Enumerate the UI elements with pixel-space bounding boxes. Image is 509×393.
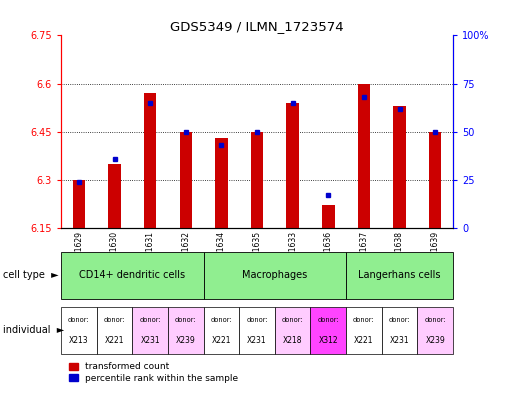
Bar xyxy=(144,93,156,228)
Bar xyxy=(168,307,204,354)
Bar xyxy=(204,252,346,299)
Text: X239: X239 xyxy=(176,336,195,345)
Bar xyxy=(287,103,299,228)
Bar xyxy=(239,307,275,354)
Text: donor:: donor: xyxy=(139,317,161,323)
Bar xyxy=(358,84,370,228)
Text: X221: X221 xyxy=(212,336,231,345)
Text: donor:: donor: xyxy=(318,317,339,323)
Text: donor:: donor: xyxy=(68,317,90,323)
Bar xyxy=(429,132,441,228)
Text: individual  ►: individual ► xyxy=(3,325,64,335)
Text: Langerhans cells: Langerhans cells xyxy=(358,270,441,280)
Bar xyxy=(346,307,382,354)
Text: X231: X231 xyxy=(390,336,409,345)
Text: X231: X231 xyxy=(247,336,267,345)
Text: donor:: donor: xyxy=(425,317,446,323)
Bar xyxy=(346,252,453,299)
Text: donor:: donor: xyxy=(389,317,410,323)
Bar xyxy=(97,307,132,354)
Text: X213: X213 xyxy=(69,336,89,345)
Text: X231: X231 xyxy=(140,336,160,345)
Text: X239: X239 xyxy=(426,336,445,345)
Bar xyxy=(204,307,239,354)
Bar xyxy=(73,180,85,228)
Text: CD14+ dendritic cells: CD14+ dendritic cells xyxy=(79,270,185,280)
Text: Macrophages: Macrophages xyxy=(242,270,307,280)
Text: X312: X312 xyxy=(319,336,338,345)
Bar xyxy=(61,307,97,354)
Text: donor:: donor: xyxy=(175,317,196,323)
Bar xyxy=(61,252,204,299)
Text: X218: X218 xyxy=(283,336,302,345)
Text: donor:: donor: xyxy=(211,317,232,323)
Bar xyxy=(417,307,453,354)
Legend: transformed count, percentile rank within the sample: transformed count, percentile rank withi… xyxy=(66,358,242,387)
Text: donor:: donor: xyxy=(104,317,125,323)
Bar xyxy=(275,307,310,354)
Text: donor:: donor: xyxy=(353,317,375,323)
Bar xyxy=(322,206,334,228)
Title: GDS5349 / ILMN_1723574: GDS5349 / ILMN_1723574 xyxy=(170,20,344,33)
Bar xyxy=(215,138,228,228)
Bar xyxy=(132,307,168,354)
Text: cell type  ►: cell type ► xyxy=(3,270,58,280)
Bar xyxy=(180,132,192,228)
Text: donor:: donor: xyxy=(246,317,268,323)
Text: X221: X221 xyxy=(354,336,374,345)
Text: X221: X221 xyxy=(105,336,124,345)
Bar xyxy=(382,307,417,354)
Text: donor:: donor: xyxy=(282,317,303,323)
Bar xyxy=(310,307,346,354)
Bar xyxy=(393,106,406,228)
Bar xyxy=(108,164,121,228)
Bar xyxy=(251,132,263,228)
